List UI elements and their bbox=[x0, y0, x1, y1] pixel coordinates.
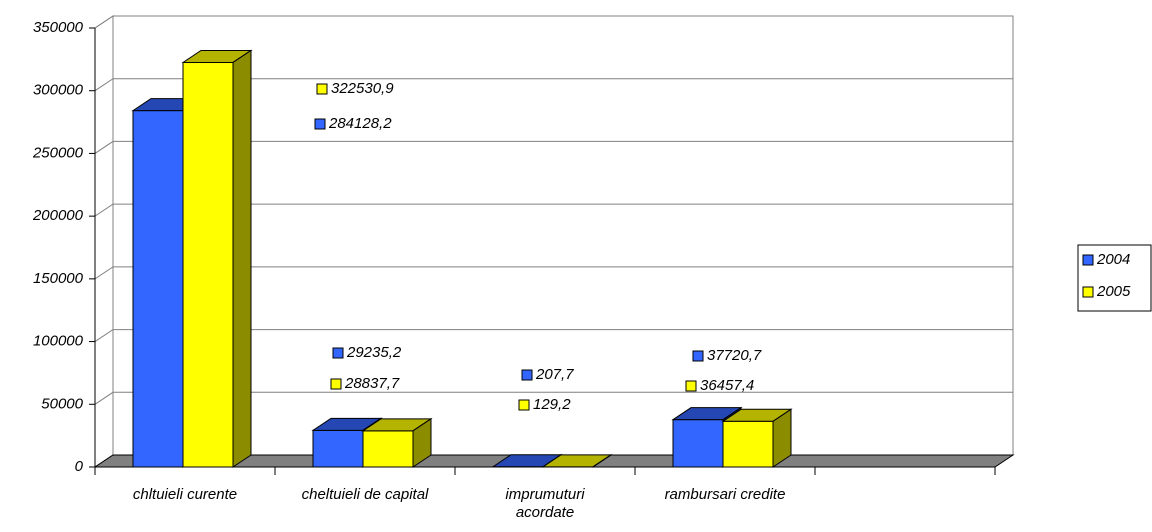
legend-box bbox=[1077, 244, 1152, 312]
label-key bbox=[316, 83, 328, 95]
side-wall bbox=[94, 15, 114, 468]
y-tick-label: 0 bbox=[75, 458, 84, 475]
y-tick-label: 200000 bbox=[32, 207, 84, 224]
value-label: 129,2 bbox=[533, 396, 571, 413]
legend-key bbox=[1082, 254, 1094, 266]
grid-line bbox=[94, 329, 1013, 342]
legend-key bbox=[1082, 286, 1094, 298]
value-label: 28837,7 bbox=[344, 375, 400, 392]
grid-line bbox=[94, 203, 1013, 217]
value-label: 29235,2 bbox=[346, 344, 402, 361]
y-tick-label: 300000 bbox=[33, 82, 84, 99]
grid-line bbox=[94, 15, 1013, 29]
label-key bbox=[518, 399, 530, 411]
bar-side bbox=[232, 49, 252, 468]
label-key bbox=[521, 369, 533, 381]
grid-line bbox=[94, 391, 1013, 405]
x-tick-label: imprumuturi acordate bbox=[505, 486, 585, 521]
grid-line bbox=[94, 78, 1013, 92]
value-label: 322530,9 bbox=[331, 80, 394, 97]
grid-line bbox=[94, 140, 1013, 154]
label-key bbox=[330, 378, 342, 390]
bar-side bbox=[412, 417, 432, 468]
label-key bbox=[332, 347, 344, 359]
label-key bbox=[685, 380, 697, 392]
value-label: 207,7 bbox=[535, 366, 574, 383]
y-tick-label: 350000 bbox=[33, 19, 84, 36]
bar-front bbox=[672, 419, 724, 468]
x-tick-label: chltuieli curente bbox=[132, 486, 238, 503]
y-tick-label: 100000 bbox=[33, 333, 84, 350]
bar-front bbox=[182, 61, 234, 468]
y-tick-label: 250000 bbox=[32, 144, 84, 161]
bar-side bbox=[592, 453, 612, 468]
label-key bbox=[692, 350, 704, 362]
grid-line bbox=[94, 266, 1013, 280]
x-tick-label: rambursari credite bbox=[664, 486, 786, 503]
legend-label: 2005 bbox=[1096, 283, 1131, 300]
value-label: 36457,4 bbox=[700, 377, 754, 394]
y-tick-label: 150000 bbox=[33, 270, 84, 287]
value-label: 37720,7 bbox=[707, 347, 762, 364]
x-tick-label: cheltuieli de capital bbox=[301, 486, 429, 503]
legend-label: 2004 bbox=[1096, 251, 1130, 268]
value-label: 284128,2 bbox=[328, 115, 392, 132]
bar-front bbox=[132, 110, 184, 468]
bar-front bbox=[722, 420, 774, 468]
bar-front bbox=[362, 430, 414, 468]
bar-side bbox=[772, 408, 792, 468]
y-tick-label: 50000 bbox=[41, 395, 83, 412]
label-key bbox=[314, 118, 326, 130]
bar-front bbox=[312, 429, 364, 468]
